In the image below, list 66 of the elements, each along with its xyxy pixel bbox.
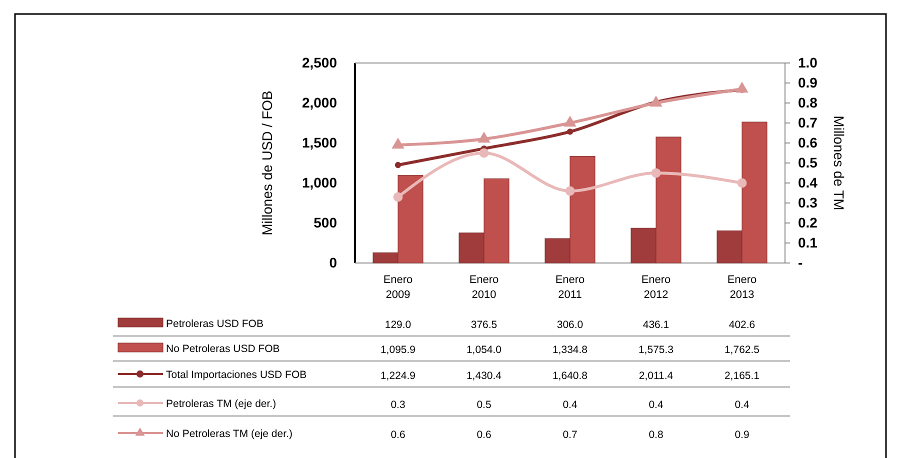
y-tick-label: 1,000 [302,174,338,190]
point [564,116,576,127]
y-tick-label: 2,500 [302,54,338,70]
data-label: 0.5 [476,399,492,411]
data-label: 402.6 [728,319,756,331]
x-tick-label: Enero 2012 [641,274,671,301]
y2-axis-title: Millones de TM [831,116,847,210]
y2-tick-label: 0.1 [798,234,818,250]
data-label: 436.1 [642,319,670,331]
y2-tick-label: 0.6 [798,134,818,150]
data-label: 1,054.0 [466,344,502,356]
y-axis-title: Millones de USD / FOB [259,90,275,236]
y-tick-label: 500 [314,214,338,230]
legend-label: Total Importaciones USD FOB [166,369,307,381]
y2-tick-label: 0.5 [798,154,818,170]
y-tick-label: 0 [329,254,338,270]
data-label: 1,334.8 [552,344,588,356]
y-tick-label: 2,000 [302,94,338,110]
data-label: 0.4 [562,399,578,411]
y-tick-label: 1,500 [302,134,338,150]
data-label: 0.3 [390,399,406,411]
point [479,148,489,158]
data-label: 1,762.5 [724,344,760,356]
data-label: 0.4 [648,399,664,411]
point [565,186,575,196]
y2-tick-label: 0.7 [798,114,818,130]
x-tick-label: Enero 2009 [383,274,413,301]
point [566,128,574,135]
point [394,162,402,168]
data-label: 0.7 [562,429,578,441]
data-label: 2,165.1 [724,370,760,382]
data-label: 0.4 [734,399,750,411]
data-label: 376.5 [470,319,498,331]
data-label: 1,095.9 [380,344,416,356]
data-label: 1,430.4 [466,370,502,382]
data-label: 1,224.9 [380,370,416,382]
data-label: 0.8 [648,429,664,441]
legend-label: No Petroleras USD FOB [166,343,280,355]
point [393,192,403,202]
data-label: 0.6 [476,429,492,441]
data-label: 2,011.4 [638,370,674,382]
data-label: 0.6 [390,429,406,441]
y2-tick-label: - [798,254,803,270]
data-label: 129.0 [384,319,412,331]
legend-label: Petroleras TM (eje der.) [166,398,276,410]
legend-label: Petroleras USD FOB [166,318,264,330]
data-label: 306.0 [556,319,584,331]
x-tick-label: Enero 2013 [727,274,757,301]
y2-tick-label: 0.4 [798,174,818,190]
y2-tick-label: 0.3 [798,194,818,210]
y2-tick-label: 0.2 [798,214,818,230]
x-tick-label: Enero 2010 [469,274,499,301]
x-tick-label: Enero 2011 [555,274,585,301]
data-label: 1,575.3 [638,344,674,356]
y2-tick-label: 0.8 [798,94,818,110]
point [650,96,662,107]
legend-label: No Petroleras TM (eje der.) [166,428,292,440]
data-label: 0.9 [734,429,750,441]
point [651,168,661,178]
point [478,132,490,143]
point [392,138,404,149]
y2-tick-label: 0.9 [798,74,818,90]
data-label: 1,640.8 [552,370,588,382]
y2-tick-label: 1.0 [798,54,818,70]
point [737,178,747,188]
point [736,82,748,93]
